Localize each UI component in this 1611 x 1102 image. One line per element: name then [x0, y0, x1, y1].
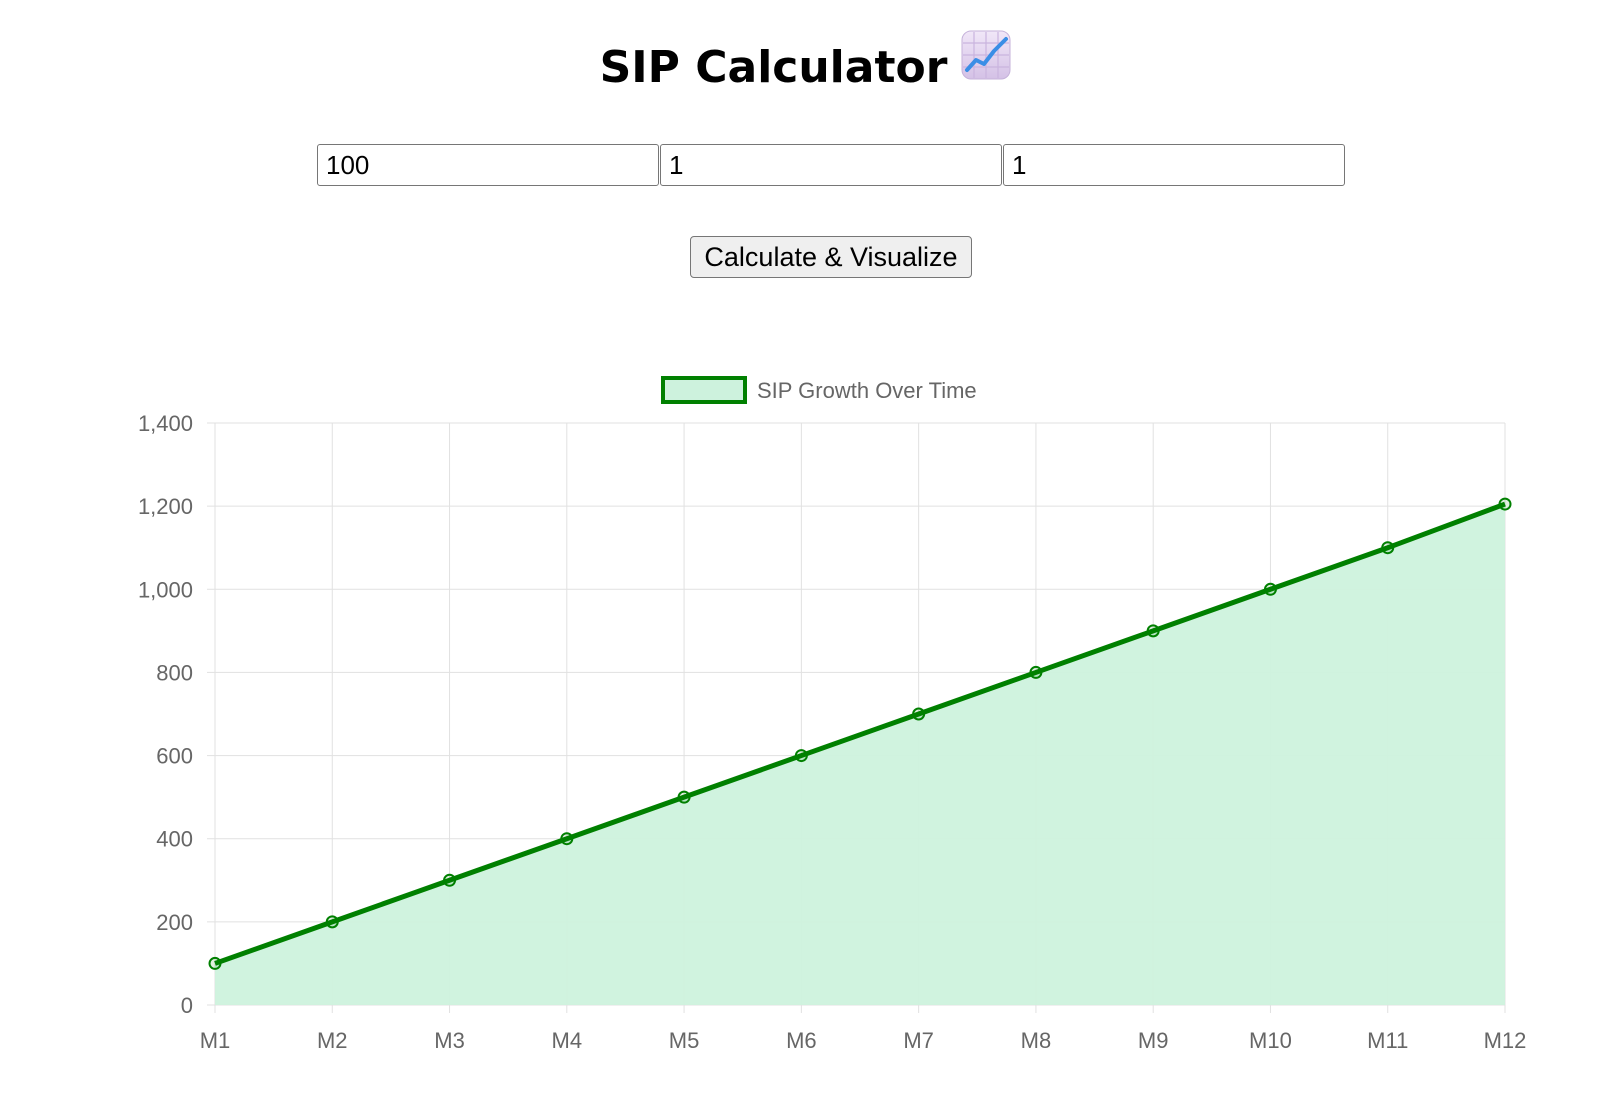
x-tick-label: M6 [786, 1028, 817, 1053]
x-tick-label: M1 [200, 1028, 231, 1053]
data-point[interactable] [912, 707, 926, 721]
data-point[interactable] [794, 749, 808, 763]
data-point[interactable] [1263, 582, 1277, 596]
y-tick-label: 600 [156, 744, 193, 769]
y-tick-label: 1,200 [138, 494, 193, 519]
x-tick-label: M8 [1021, 1028, 1052, 1053]
legend-swatch [661, 376, 747, 404]
x-tick-label: M3 [434, 1028, 465, 1053]
y-tick-label: 0 [181, 993, 193, 1018]
data-point[interactable] [325, 915, 339, 929]
years-input[interactable] [1003, 144, 1345, 186]
y-tick-label: 1,000 [138, 577, 193, 602]
calculate-visualize-button[interactable]: Calculate & Visualize [690, 236, 972, 278]
monthly-investment-input[interactable] [317, 144, 659, 186]
page-title: SIP Calculator [599, 42, 948, 93]
data-point[interactable] [1498, 497, 1512, 511]
y-tick-label: 200 [156, 910, 193, 935]
y-tick-label: 800 [156, 660, 193, 685]
data-point[interactable] [560, 832, 574, 846]
y-tick-label: 1,400 [138, 411, 193, 436]
chart-increasing-icon [961, 30, 1011, 98]
data-point[interactable] [677, 790, 691, 804]
y-tick-label: 400 [156, 827, 193, 852]
x-tick-label: M5 [669, 1028, 700, 1053]
data-point[interactable] [208, 956, 222, 970]
data-point[interactable] [1146, 624, 1160, 638]
data-point[interactable] [443, 873, 457, 887]
sip-growth-chart: 0 200 400 600 800 1,000 1,200 1,400 M1 M2 M3 M4 M5 M… [0, 360, 1611, 1080]
legend-label: SIP Growth Over Time [757, 378, 977, 403]
x-tick-label: M4 [552, 1028, 583, 1053]
x-tick-label: M7 [903, 1028, 934, 1053]
chart-legend[interactable]: SIP Growth Over Time [661, 376, 977, 404]
data-point[interactable] [1029, 665, 1043, 679]
rate-input[interactable] [660, 144, 1002, 186]
x-axis-ticks: M1 M2 M3 M4 M5 M6 M7 M8 M9 M10 M11 M12 [200, 1028, 1527, 1053]
x-tick-label: M11 [1367, 1028, 1408, 1053]
sip-area-fill [215, 504, 1505, 1005]
y-axis-ticks: 0 200 400 600 800 1,000 1,200 1,400 [138, 411, 193, 1018]
page-header: SIP Calculator [0, 30, 1611, 100]
x-tick-label: M12 [1484, 1028, 1527, 1053]
chart-points [208, 497, 1512, 970]
data-point[interactable] [1381, 541, 1395, 555]
x-tick-label: M10 [1249, 1028, 1292, 1053]
x-tick-label: M2 [317, 1028, 348, 1053]
x-tick-label: M9 [1138, 1028, 1169, 1053]
sip-series-line [214, 501, 1506, 966]
